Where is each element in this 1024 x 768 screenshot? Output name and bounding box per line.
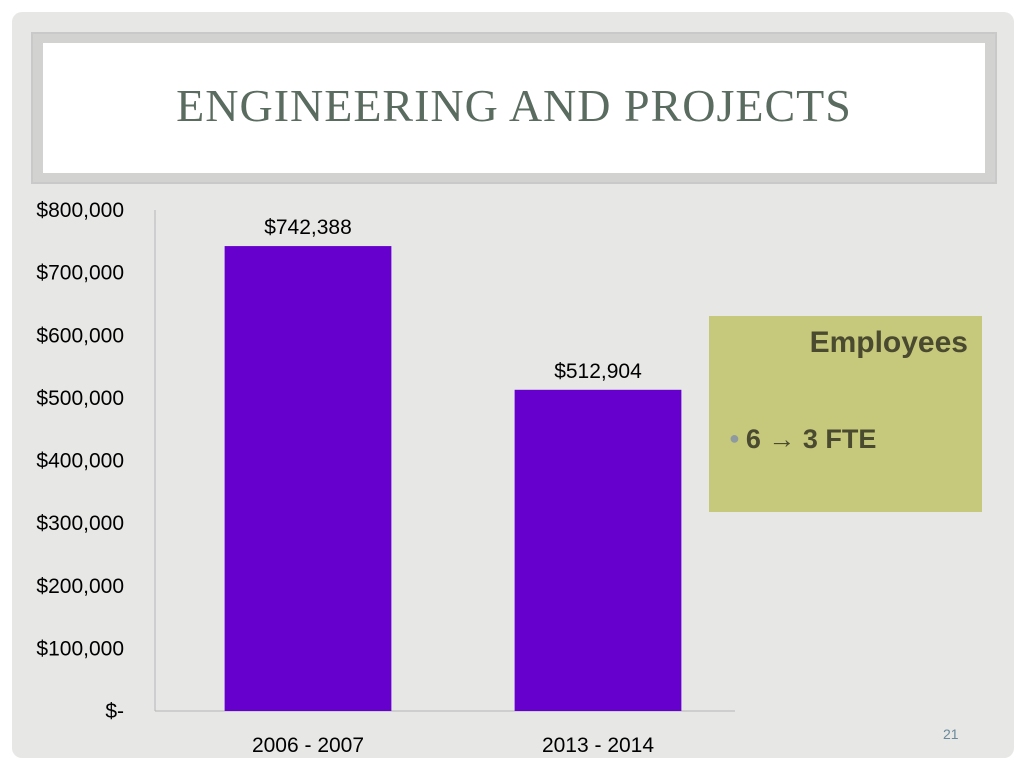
x-tick-label: 2013 - 2014 [542,734,654,757]
x-tick-label: 2006 - 2007 [252,734,364,757]
bar-data-label: $742,388 [264,216,352,239]
bullet-dot-icon: ● [729,428,740,448]
title-frame: ENGINEERING AND PROJECTS [31,32,997,184]
y-tick-label: $100,000 [36,637,124,660]
y-axis-tick-labels: $- $100,000 $200,000 $300,000 $400,000 $500,0… [36,199,124,723]
bars [224,246,682,711]
y-tick-label: $300,000 [36,512,124,535]
y-tick-label: $- [105,700,124,723]
callout-bullet-text: 6 → 3 FTE [745,424,877,454]
bar-data-labels: $742,388 $512,904 [264,216,642,383]
y-tick-label: $200,000 [36,575,124,598]
employees-callout: Employees ● 6 → 3 FTE [709,316,982,512]
page-number: 21 [943,726,959,742]
y-tick-label: $400,000 [36,450,124,473]
bar-data-label: $512,904 [554,360,642,383]
y-tick-label: $800,000 [36,199,124,222]
y-tick-label: $600,000 [36,324,124,347]
y-tick-label: $500,000 [36,387,124,410]
bar [514,389,682,711]
callout-bullet: ● 6 → 3 FTE [729,424,876,455]
x-axis-tick-labels: 2006 - 2007 2013 - 2014 [252,734,654,757]
slide-title: ENGINEERING AND PROJECTS [176,80,852,131]
title-box: ENGINEERING AND PROJECTS [43,43,985,173]
y-tick-label: $700,000 [36,262,124,285]
bar [224,246,392,711]
callout-heading: Employees [809,326,968,359]
